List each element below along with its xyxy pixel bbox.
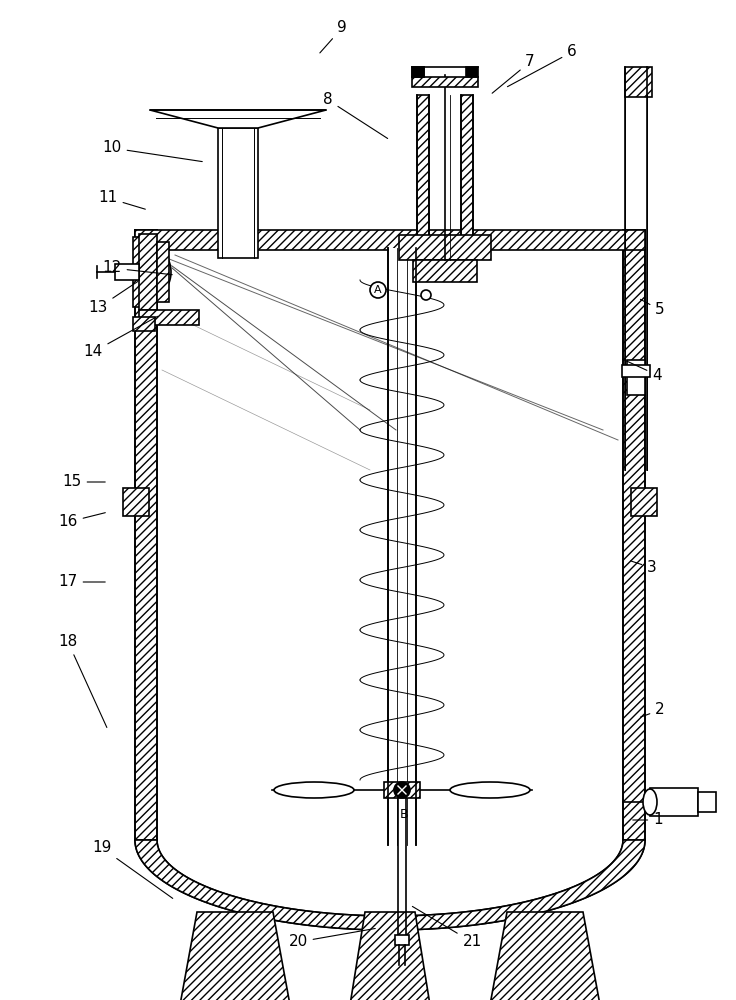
Bar <box>466 67 478 77</box>
Text: 6: 6 <box>507 44 577 87</box>
Text: 5: 5 <box>640 299 665 318</box>
Text: 4: 4 <box>623 359 662 382</box>
Text: 16: 16 <box>58 513 105 530</box>
Bar <box>395 935 409 945</box>
Bar <box>631 488 657 516</box>
Bar <box>115 264 139 280</box>
Bar <box>412 67 424 77</box>
Bar <box>623 230 645 840</box>
Bar <box>417 95 429 260</box>
Polygon shape <box>150 110 326 128</box>
Text: 15: 15 <box>63 475 105 489</box>
Bar <box>413 260 477 282</box>
Bar <box>399 235 491 260</box>
Text: 19: 19 <box>92 840 173 898</box>
Text: 8: 8 <box>323 93 388 138</box>
Text: 20: 20 <box>289 928 375 950</box>
Bar <box>133 317 155 331</box>
Circle shape <box>394 782 410 798</box>
Bar <box>139 310 199 325</box>
Text: 7: 7 <box>492 54 535 93</box>
Bar <box>135 230 157 840</box>
Polygon shape <box>135 840 645 930</box>
Text: 18: 18 <box>58 635 107 727</box>
Polygon shape <box>490 912 600 1000</box>
Ellipse shape <box>450 782 530 798</box>
Bar <box>650 788 698 816</box>
Circle shape <box>370 282 386 298</box>
Bar <box>461 95 473 260</box>
Text: 3: 3 <box>631 560 657 576</box>
Bar <box>135 230 645 250</box>
Bar <box>384 782 420 798</box>
Bar <box>157 242 169 302</box>
Text: 11: 11 <box>99 190 145 209</box>
Bar <box>412 67 424 77</box>
Bar <box>151 244 165 300</box>
Text: 1: 1 <box>633 812 663 828</box>
Text: 13: 13 <box>88 282 138 316</box>
Bar <box>133 237 151 307</box>
Text: 12: 12 <box>102 260 172 275</box>
Polygon shape <box>180 912 290 1000</box>
Text: 9: 9 <box>320 20 347 53</box>
Bar <box>698 792 716 812</box>
Bar <box>625 67 652 97</box>
Text: A: A <box>374 285 382 295</box>
Bar <box>389 248 415 845</box>
Text: 10: 10 <box>102 140 202 162</box>
Bar <box>412 77 478 87</box>
Ellipse shape <box>274 782 354 798</box>
Bar <box>139 234 157 310</box>
Text: 21: 21 <box>412 906 481 950</box>
Bar <box>218 128 258 258</box>
Bar <box>151 247 155 297</box>
Text: B: B <box>400 808 408 821</box>
Bar <box>627 360 645 395</box>
Bar <box>123 488 149 516</box>
Text: 2: 2 <box>640 702 665 718</box>
Text: 14: 14 <box>83 316 158 360</box>
Ellipse shape <box>643 789 657 815</box>
Text: 17: 17 <box>58 574 105 589</box>
Polygon shape <box>350 912 430 1000</box>
Circle shape <box>421 290 431 300</box>
Bar <box>622 365 650 377</box>
